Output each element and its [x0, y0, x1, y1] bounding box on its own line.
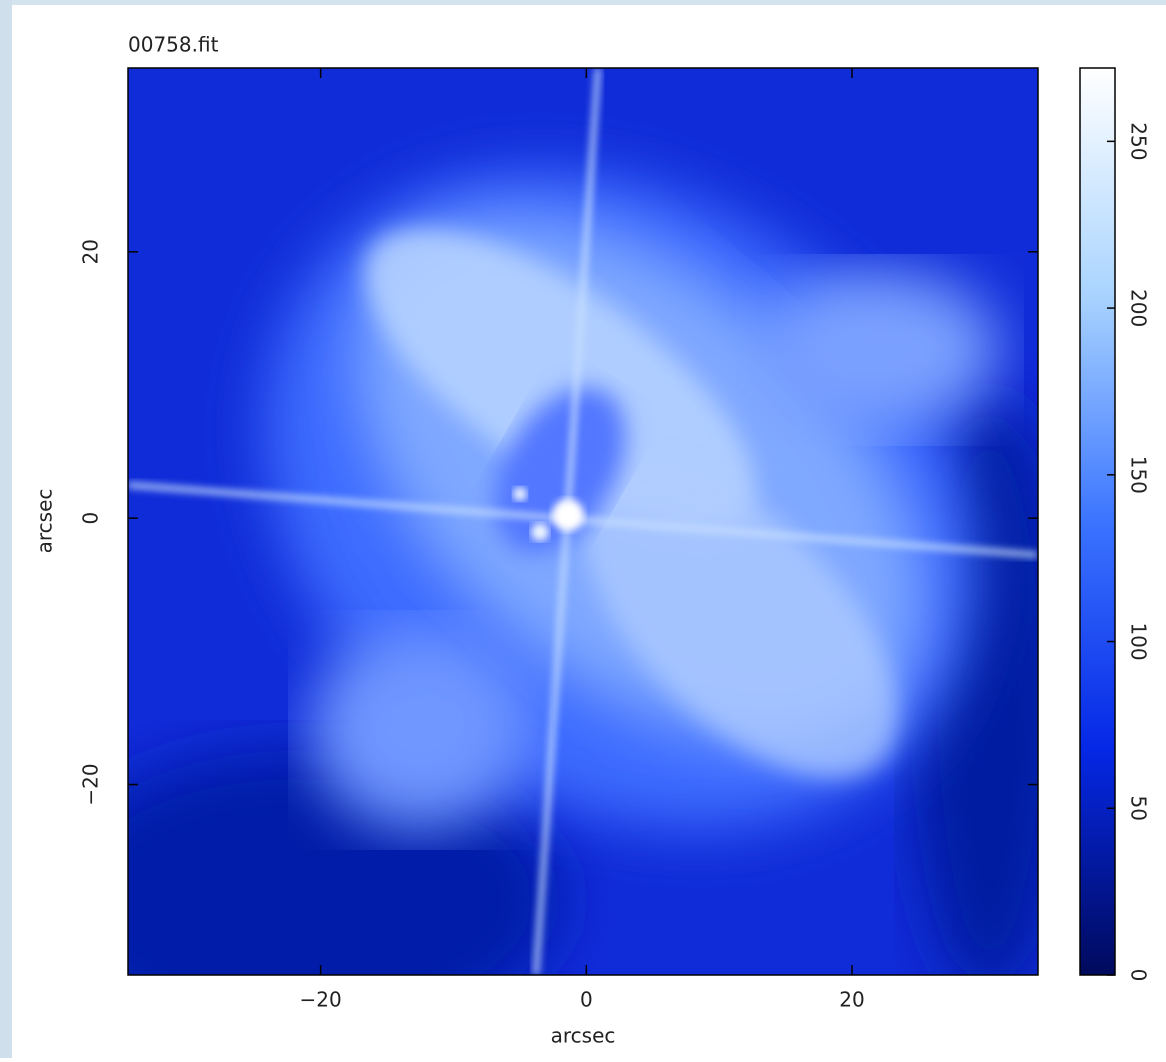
y-tick-label: 0 — [79, 512, 103, 525]
chart: 00758.fit arcsec arcsec −20020−200200501… — [0, 0, 1166, 1058]
page: 00758.fit arcsec arcsec −20020−200200501… — [0, 0, 1166, 1058]
x-axis-label: arcsec — [551, 1024, 616, 1048]
left-border — [0, 0, 12, 1058]
colorbar-tick-label: 200 — [1127, 289, 1151, 327]
y-tick-label: −20 — [79, 763, 103, 805]
x-tick-label: 20 — [839, 988, 864, 1012]
y-axis-label: arcsec — [33, 489, 57, 554]
y-tick-label: 20 — [79, 239, 103, 264]
colorbar-tick-label: 50 — [1127, 796, 1151, 821]
nebula-image — [40, 36, 1103, 1050]
colorbar-tick-label: 0 — [1127, 969, 1151, 982]
colorbar — [1080, 68, 1115, 975]
x-tick-label: −20 — [300, 988, 342, 1012]
x-tick-label: 0 — [580, 988, 593, 1012]
colorbar-tick-label: 150 — [1127, 456, 1151, 494]
chart-title: 00758.fit — [128, 33, 219, 57]
colorbar-tick-label: 250 — [1127, 122, 1151, 160]
top-border — [0, 0, 1166, 5]
colorbar-tick-label: 100 — [1127, 622, 1151, 660]
